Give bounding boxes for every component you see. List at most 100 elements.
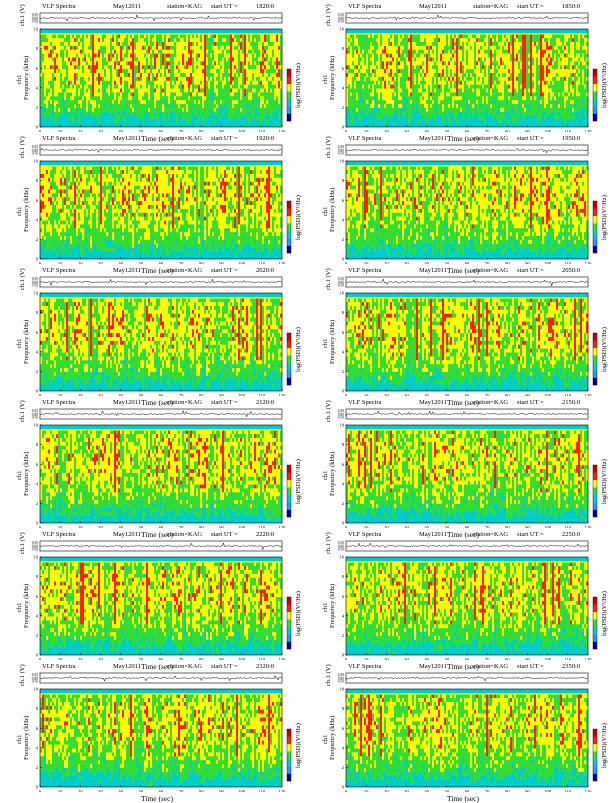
heatmap-cell [558, 80, 560, 84]
heatmap-cell [562, 42, 564, 46]
heatmap-cell [484, 42, 486, 46]
heatmap-cell [126, 38, 128, 42]
heatmap-cell [382, 84, 384, 88]
heatmap-cell [184, 104, 186, 108]
heatmap-cell [410, 65, 412, 69]
heatmap-cell [468, 65, 470, 69]
heatmap-cell [178, 88, 180, 92]
heatmap-cell [192, 88, 194, 92]
heatmap-cell [546, 53, 548, 57]
heatmap-cell [244, 88, 246, 92]
heatmap-cell [522, 84, 524, 88]
heatmap-cell [196, 88, 198, 92]
heatmap-cell [506, 104, 508, 108]
heatmap-cell [384, 119, 386, 123]
heatmap-cell [120, 49, 122, 53]
heatmap-cell [160, 73, 162, 77]
heatmap-cell [228, 84, 230, 88]
heatmap-cell [172, 53, 174, 57]
heatmap-cell [94, 108, 96, 112]
heatmap-cell [554, 80, 556, 84]
heatmap-cell [484, 61, 486, 65]
heatmap-cell [98, 100, 100, 104]
heatmap-cell [566, 77, 568, 81]
heatmap-cell [230, 77, 232, 81]
heatmap-cell [378, 53, 380, 57]
heatmap-cell [572, 46, 574, 50]
heatmap-cell [234, 46, 236, 50]
heatmap-cell [180, 73, 182, 77]
heatmap-cell [356, 49, 358, 53]
heatmap-cell [404, 80, 406, 84]
heatmap-cell [422, 34, 424, 38]
heatmap-cell [538, 65, 540, 69]
heatmap-cell [428, 57, 430, 61]
heatmap-cell [194, 84, 196, 88]
heatmap-cell [500, 111, 502, 115]
heatmap-cell [486, 46, 488, 50]
heatmap-cell [130, 61, 132, 65]
heatmap-cell [160, 92, 162, 96]
heatmap-cell [360, 115, 362, 119]
heatmap-cell [570, 100, 572, 104]
heatmap-cell [398, 69, 400, 73]
heatmap-cell [176, 34, 178, 38]
heatmap-cell [354, 104, 356, 108]
heatmap-cell [346, 61, 348, 65]
heatmap-cell [118, 38, 120, 42]
heatmap-cell [152, 88, 154, 92]
heatmap-cell [480, 57, 482, 61]
heatmap-cell [544, 96, 546, 100]
heatmap-cell [118, 65, 120, 69]
heatmap-cell [400, 84, 402, 88]
heatmap-cell [212, 61, 214, 65]
heatmap-cell [500, 80, 502, 84]
heatmap-cell [232, 42, 234, 46]
heatmap-cell [144, 69, 146, 73]
heatmap-cell [134, 88, 136, 92]
heatmap-cell [480, 61, 482, 65]
heatmap-cell [234, 88, 236, 92]
heatmap-cell [406, 96, 408, 100]
heatmap-cell [86, 38, 88, 42]
heatmap-cell [372, 38, 374, 42]
heatmap-cell [572, 42, 574, 46]
heatmap-cell [354, 92, 356, 96]
heatmap-cell [268, 88, 270, 92]
heatmap-cell [254, 38, 256, 42]
heatmap-cell [478, 61, 480, 65]
heatmap-cell [170, 84, 172, 88]
heatmap-cell [376, 49, 378, 53]
heatmap-cell [438, 69, 440, 73]
heatmap-cell [466, 65, 468, 69]
heatmap-cell [124, 65, 126, 69]
heatmap-cell [170, 100, 172, 104]
heatmap-cell [128, 49, 130, 53]
heatmap-cell [54, 53, 56, 57]
heatmap-cell [60, 53, 62, 57]
heatmap-cell [426, 88, 428, 92]
heatmap-cell [54, 61, 56, 65]
heatmap-cell [488, 61, 490, 65]
heatmap-cell [84, 100, 86, 104]
heatmap-cell [98, 46, 100, 50]
heatmap-cell [522, 104, 524, 108]
heatmap-cell [456, 96, 458, 100]
heatmap-cell [534, 104, 536, 108]
heatmap-cell [92, 73, 94, 77]
heatmap-cell [216, 57, 218, 61]
heatmap-cell [130, 108, 132, 112]
heatmap-cell [88, 46, 90, 50]
heatmap-cell [52, 69, 54, 73]
heatmap-cell [574, 77, 576, 81]
heatmap-cell [178, 108, 180, 112]
heatmap-cell [492, 38, 494, 42]
heatmap-cell [140, 65, 142, 69]
heatmap-cell [266, 57, 268, 61]
heatmap-cell [96, 42, 98, 46]
heatmap-cell [264, 77, 266, 81]
heatmap-cell [136, 111, 138, 115]
heatmap-cell [426, 57, 428, 61]
heatmap-cell [548, 80, 550, 84]
heatmap-cell [278, 53, 280, 57]
